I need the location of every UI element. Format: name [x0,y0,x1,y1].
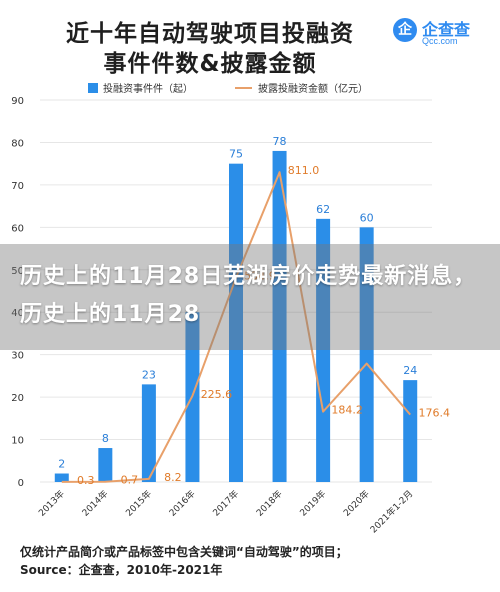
qcc-logo-domain: Qcc.com [422,36,458,46]
bar [98,448,113,482]
y-tick-label: 90 [11,96,24,107]
headline-text: 历史上的11月28日芜湖房价走势最新消息，历史上的11月28 [20,264,477,327]
chart-title-line-2: 事件件数&披露金额 [103,51,317,77]
x-tick-label: 2018年 [254,488,285,519]
footnote-source: Source：企查查，2010年-2021年 [20,563,223,577]
bar-value-label: 24 [403,364,417,377]
x-tick-label: 2014年 [79,488,110,519]
x-tick-label: 2016年 [167,488,198,519]
qcc-logo-icon: 企 [393,18,417,42]
line-value-label: 225.6 [201,388,233,401]
bar-value-label: 60 [360,211,374,224]
line-value-label: 184.2 [331,404,363,417]
y-tick-label: 40 [11,308,24,319]
line-value-label: 0.7 [121,474,139,487]
x-tick-label: 2013年 [36,488,67,519]
bar [403,380,418,482]
y-tick-label: 0 [18,478,24,489]
line-value-label: 811.0 [288,164,320,177]
x-tick-label: 2019年 [297,488,328,519]
line-value-label: 176.4 [418,407,450,420]
line-value-label: 0.3 [77,474,95,487]
footnote-scope: 仅统计产品简介或产品标签中包含关键词“自动驾驶”的项目； [20,545,348,559]
bar [316,218,331,482]
bar-value-label: 8 [102,432,109,445]
qcc-logo: 企 企查查 Qcc.com [393,12,493,52]
line-series [61,171,411,483]
y-tick-label: 30 [11,351,24,362]
x-tick-label: 2021年1-2月 [368,488,416,536]
x-tick-label: 2020年 [341,488,372,519]
bar [272,150,287,482]
headline-overlay: 历史上的11月28日芜湖房价走势最新消息，历史上的11月28 [0,244,500,350]
line-value-label: 8.2 [164,471,182,484]
chart-title: 近十年自动驾驶项目投融资 事件件数&披露金额 [0,0,500,77]
legend-swatch-bar [88,83,98,93]
bar-value-label: 62 [316,203,330,216]
y-tick-label: 80 [11,138,24,149]
y-tick-label: 20 [11,393,24,404]
qcc-logo-name: 企查查 [422,20,471,39]
y-tick-label: 60 [11,223,24,234]
bar [359,227,374,482]
chart-title-line-1: 近十年自动驾驶项目投融资 [66,21,354,47]
bar [229,163,243,482]
bar-value-label: 2 [58,458,65,471]
legend-label-line: 披露投融资金额（亿元） [258,82,368,95]
x-tick-label: 2015年 [123,488,154,519]
legend-label-bar: 投融资事件件（起） [103,82,193,95]
y-tick-label: 10 [11,436,24,447]
bar [141,384,156,482]
line-value-label: 534.9 [244,270,276,283]
bar-value-label: 75 [229,148,243,161]
bar-value-label: 23 [142,368,156,381]
y-tick-label: 70 [11,181,24,192]
x-tick-label: 2017年 [210,488,241,519]
y-tick-label: 50 [11,266,24,277]
bar-value-label: 78 [273,135,287,148]
bar [54,473,69,482]
